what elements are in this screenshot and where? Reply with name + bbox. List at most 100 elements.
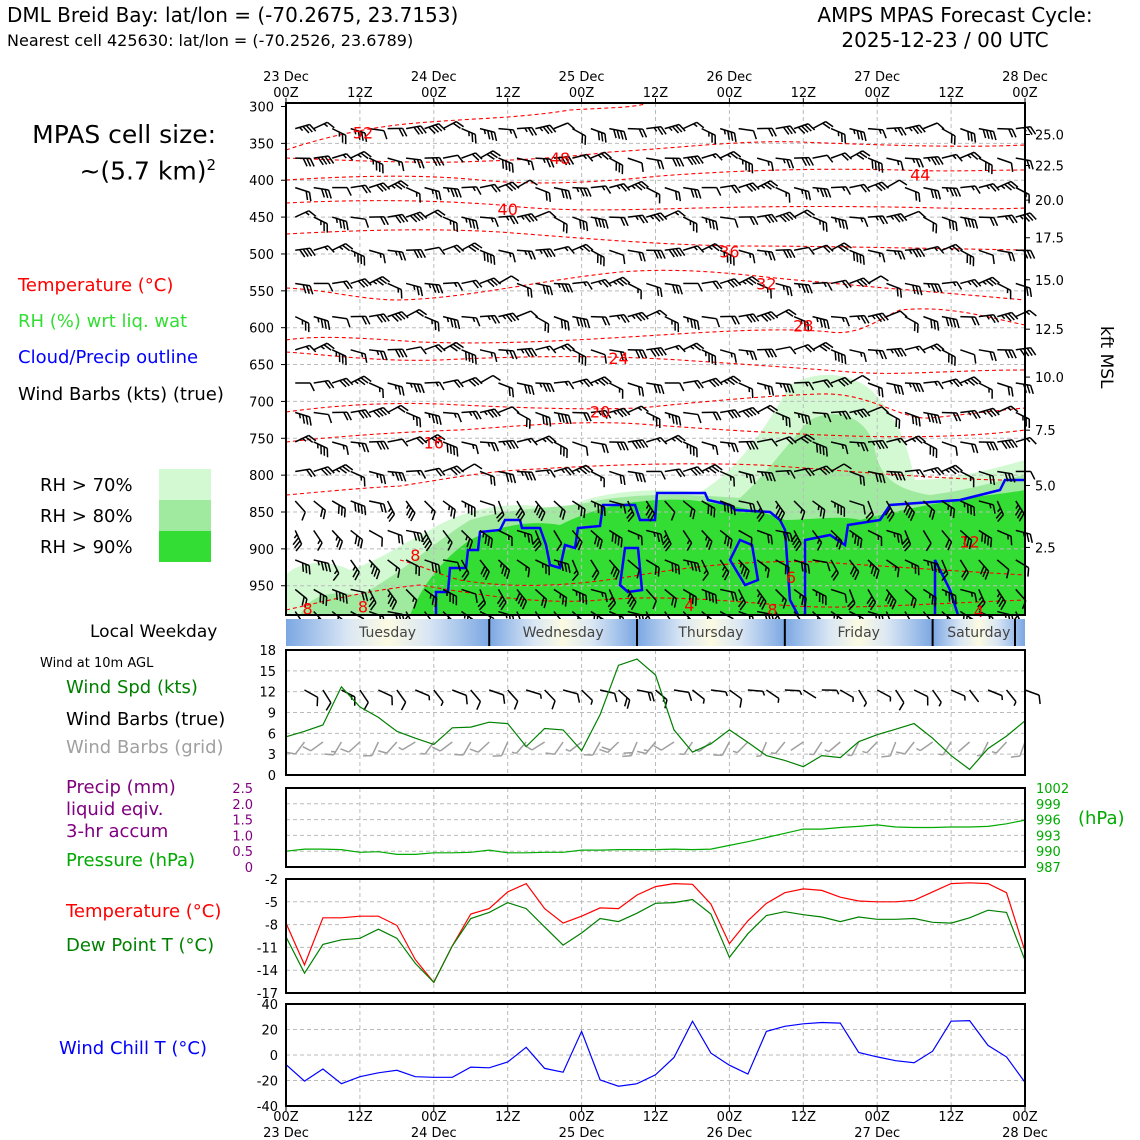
section-wind-barb-flag [524,348,531,358]
section-wind-barb-flag [1004,440,1011,449]
section-wind-barb-staff [978,182,994,189]
section-wind-barb-half-flag [430,508,434,514]
section-wind-barb [719,278,742,288]
section-wind-barb [719,529,733,549]
section-wind-barb-staff [849,183,865,189]
section-wind-barb-staff [442,379,458,384]
surface-wind-barb-grid [976,741,989,757]
section-wind-barb-flag [752,407,760,415]
isotherm-label: 8 [410,546,420,565]
section-wind-barb-flag [394,349,401,358]
section-wind-barb-flag [716,411,722,421]
section-wind-barb-staff [775,186,790,195]
section-wind-barb [627,529,643,546]
surface-wind-barb-grid [679,741,694,756]
section-wind-barb-flag [1029,385,1034,395]
section-wind-barb-staff [645,411,661,420]
section-wind-barb-flag [585,446,589,456]
section-wind-barb-half-flag [338,132,341,137]
section-wind-barb-staff [498,181,513,189]
pressure-line [285,819,1026,856]
section-wind-barb [793,559,811,574]
section-wind-barb [294,434,317,443]
section-wind-barb-staff [664,282,680,287]
section-wind-barb-staff [369,349,385,353]
section-wind-barb-half-flag [656,438,661,443]
section-wind-barb-half-flag [650,215,655,220]
section-wind-barb [811,529,823,551]
surface-wind-barb-true-staff [802,689,817,699]
section-wind-barb-flag [398,349,405,358]
section-wind-barb-staff [609,182,624,189]
section-wind-barb [923,466,945,476]
section-wind-barb [867,127,887,139]
section-wind-barb-staff [1015,382,1031,387]
section-wind-barb-staff [756,559,770,570]
surface-wind-barb-grid-half-flag [976,754,982,757]
section-wind-barb-flag [937,283,943,293]
section-wind-barb [350,588,369,602]
surface-wind-barb-grid-half-flag [938,753,944,756]
section-wind-barb-staff [682,500,696,511]
section-wind-barb [479,249,496,265]
section-wind-barb-flag [678,123,686,132]
section-wind-barb-staff [793,282,810,286]
section-wind-barb-flag [675,124,683,133]
pressure-tick-label: 750 [249,432,274,447]
section-wind-barb-staff [812,379,828,384]
section-wind-barb-staff [886,310,901,318]
section-wind-barb-flag [437,209,446,216]
section-wind-barb [904,411,921,427]
section-wind-barb-staff [849,277,864,285]
section-wind-barb [756,311,779,322]
section-wind-barb-flag [970,279,978,288]
section-wind-barb-staff [738,313,754,318]
surface-wind-barb-grid [809,741,823,756]
section-wind-barb [535,210,557,218]
section-wind-barb [590,315,611,326]
section-wind-barb-flag [875,472,879,482]
section-wind-barb [627,405,649,414]
section-wind-barb-flag [882,215,889,225]
section-wind-barb-flag [567,563,571,574]
section-wind-barb-flag [490,131,494,141]
surface-wind-barb-grid-flag [454,753,464,756]
section-wind-barb-half-flag [911,438,917,443]
section-wind-barb [738,470,756,485]
section-wind-barb [626,500,635,523]
section-wind-barb-half-flag [841,186,846,192]
section-wind-barb-flag [453,245,461,254]
section-wind-barb-staff [886,347,902,351]
section-wind-barb-staff [904,411,920,419]
section-wind-barb [294,500,306,521]
section-wind-barb-flag [692,510,696,520]
section-wind-barb-flag [387,595,393,605]
section-wind-barb-flag [752,475,756,485]
section-wind-barb-half-flag [989,503,992,509]
section-wind-barb-flag [447,542,453,551]
section-wind-barb-staff [645,309,661,318]
dewpoint-line [285,898,1026,984]
section-wind-barb-staff [368,157,384,166]
section-wind-barb [790,530,802,552]
section-wind-barb-flag [947,353,950,363]
section-wind-barb-flag [579,219,582,229]
section-wind-barb [387,180,409,190]
surface-wind-barb-grid-flag [1010,755,1020,758]
section-wind-barb-flag [341,133,344,143]
section-wind-barb-half-flag [413,285,416,291]
section-wind-barb-staff [479,589,487,604]
section-wind-barb [535,469,556,478]
section-wind-barb-flag [878,313,886,322]
section-wind-barb-staff [627,214,643,218]
section-wind-barb-staff [830,376,846,384]
section-wind-barb [884,588,897,610]
section-wind-barb-flag [376,441,383,450]
section-wind-barb-staff [368,182,384,189]
section-wind-barb-flag [752,313,760,322]
section-wind-barb-flag [979,565,985,575]
surface-wind-barb-true-flag [739,698,743,708]
surface-wind-barb-true [858,689,868,708]
section-wind-barb [609,470,626,486]
section-wind-barb-flag [601,316,607,326]
